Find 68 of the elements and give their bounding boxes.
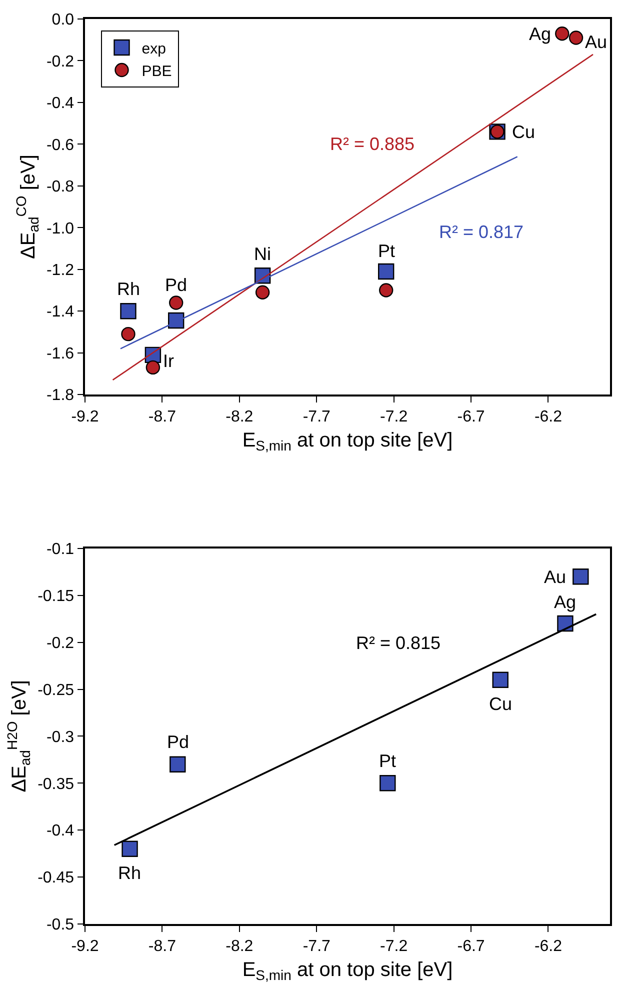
point (169, 296, 184, 310)
x-tick-label: -7.7 (302, 408, 331, 426)
point (255, 285, 270, 300)
y-tick-label: -1.6 (46, 345, 74, 362)
point (120, 303, 136, 320)
y-tick-label: -0.3 (46, 728, 74, 746)
y-tick-label: -0.2 (46, 634, 74, 652)
x-tick-label: -7.2 (380, 938, 408, 955)
legend-label: exp (142, 40, 166, 58)
annotation: Cu (512, 122, 536, 142)
y-tick-label: -0.4 (46, 822, 74, 840)
annotation: Pt (379, 751, 396, 771)
y-tick-label: -0.35 (38, 776, 74, 793)
y-tick-label: -1.0 (46, 220, 74, 238)
x-tick-label: -6.2 (534, 938, 562, 955)
annotation: Pd (167, 732, 190, 752)
y-tick-label: -0.6 (46, 136, 74, 154)
y-tick-label: -0.15 (38, 588, 74, 605)
x-tick-label: -8.7 (148, 938, 176, 955)
y-tick-label: 0.0 (52, 12, 74, 29)
y-tick-label: -0.4 (46, 95, 74, 112)
annotation: Rh (117, 279, 140, 299)
annotation: Rh (118, 863, 142, 883)
annotation: Ag (554, 592, 576, 612)
point (146, 360, 160, 375)
x-tick-label: -9.2 (71, 408, 99, 426)
x-tick-label: -6.7 (457, 938, 485, 955)
x-tick-label: -6.7 (457, 408, 485, 426)
annotation: Au (585, 32, 608, 52)
point (379, 283, 394, 298)
annotation: Ni (254, 244, 271, 264)
annotation: Cu (489, 694, 512, 714)
y-tick-label: -1.4 (46, 304, 74, 321)
annotation: Ag (529, 24, 552, 44)
y-tick-label: -0.2 (46, 53, 74, 70)
annotation: Au (544, 567, 566, 587)
annotation: Pt (378, 241, 396, 261)
legend-label: PBE (142, 62, 172, 80)
x-tick-label: -8.2 (226, 408, 254, 426)
y-tick-label: -0.25 (38, 682, 74, 699)
point (378, 263, 394, 280)
annotation: Pd (165, 275, 188, 295)
y-tick-label: -0.5 (46, 916, 74, 934)
x-tick-label: -8.2 (226, 938, 254, 955)
series-label: R² = 0.815 (356, 633, 441, 653)
point (380, 775, 396, 792)
y-tick-label: -1.8 (46, 387, 74, 404)
y-tick-label: -0.1 (46, 541, 74, 558)
series-label: R² = 0.817 (439, 222, 524, 242)
x-axis-title: E$_{S,min}$ at on top site [eV] (242, 430, 453, 454)
point (492, 672, 508, 688)
point (121, 326, 136, 342)
point (572, 568, 589, 585)
y-tick-label: -1.2 (46, 262, 74, 279)
x-tick-label: -7.7 (302, 938, 331, 955)
x-tick-label: -9.2 (71, 938, 99, 955)
x-tick-label: -6.2 (534, 408, 562, 426)
series-label: R² = 0.885 (330, 134, 415, 154)
annotation: Ir (163, 351, 174, 371)
point (170, 756, 186, 772)
x-axis-title: E$_{S,min}$ at on top site [eV] (242, 958, 453, 984)
y-tick-label: -0.45 (38, 870, 74, 887)
y-tick-label: -0.8 (46, 178, 74, 196)
point (568, 30, 584, 45)
point (555, 26, 570, 41)
point (122, 840, 138, 857)
x-tick-label: -8.7 (148, 408, 176, 426)
x-tick-label: -7.2 (380, 408, 408, 426)
